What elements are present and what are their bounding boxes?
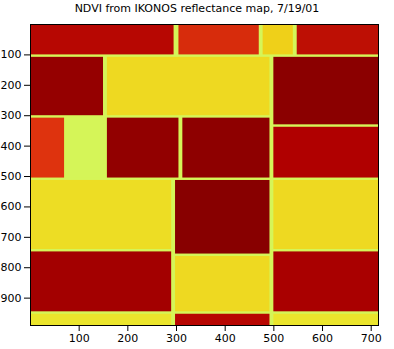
svg-text:700: 700: [361, 332, 382, 345]
svg-text:900: 900: [1, 292, 22, 305]
html-text:NDVI from IKONOS reflectance m: NDVI from IKONOS reflectance map, 7/19/0…: [74, 2, 320, 15]
svg-text:600: 600: [312, 332, 333, 345]
svg-text:400: 400: [1, 140, 22, 153]
svg-text:600: 600: [1, 200, 22, 213]
svg-text:200: 200: [1, 79, 22, 92]
svg-text:300: 300: [1, 109, 22, 122]
svg-text:800: 800: [1, 261, 22, 274]
svg-text:500: 500: [1, 170, 22, 183]
svg-text:200: 200: [117, 332, 138, 345]
svg-text:700: 700: [1, 231, 22, 244]
svg-text:100: 100: [1, 48, 22, 61]
svg-text:100: 100: [69, 332, 90, 345]
svg-text:300: 300: [166, 332, 187, 345]
svg-text:400: 400: [215, 332, 236, 345]
svg-text:500: 500: [263, 332, 284, 345]
